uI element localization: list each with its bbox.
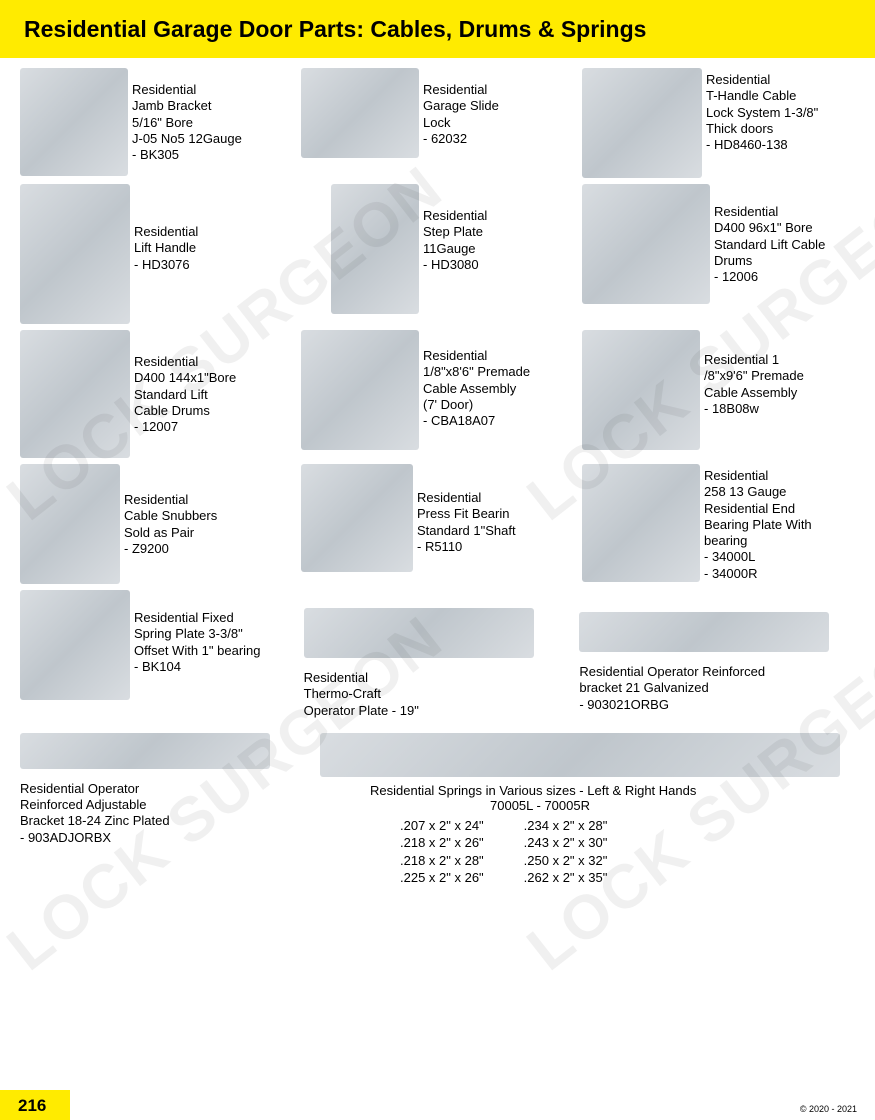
product-item: Residential Garage Slide Lock - 62032 bbox=[301, 68, 574, 178]
product-image bbox=[20, 464, 120, 584]
product-desc: Residential T-Handle Cable Lock System 1… bbox=[706, 68, 818, 153]
product-item-springs: Residential Springs in Various sizes - L… bbox=[320, 733, 850, 887]
product-image bbox=[301, 68, 419, 158]
product-desc: Residential D400 144x1"Bore Standard Lif… bbox=[134, 330, 236, 435]
product-desc: Residential 258 13 Gauge Residential End… bbox=[704, 464, 812, 582]
product-item: Residential Lift Handle - HD3076 bbox=[20, 184, 293, 324]
page-number: 216 bbox=[0, 1090, 70, 1120]
springs-sizes-right: .234 x 2" x 28" .243 x 2" x 30" .250 x 2… bbox=[524, 817, 608, 887]
catalog-content: LOCK SURGEON LOCK SURGEON LOCK SURGEON L… bbox=[0, 58, 875, 1060]
product-item: Residential Jamb Bracket 5/16" Bore J-05… bbox=[20, 68, 293, 178]
product-item: Residential Cable Snubbers Sold as Pair … bbox=[20, 464, 293, 584]
product-item: Residential Operator Reinforced Adjustab… bbox=[20, 733, 290, 846]
product-item: Residential D400 96x1" Bore Standard Lif… bbox=[582, 184, 855, 324]
springs-model: 70005L - 70005R bbox=[490, 798, 850, 813]
product-desc: Residential Thermo-Craft Operator Plate … bbox=[304, 666, 419, 719]
product-desc: Residential D400 96x1" Bore Standard Lif… bbox=[714, 184, 825, 285]
page-header: Residential Garage Door Parts: Cables, D… bbox=[0, 0, 875, 58]
product-desc: Residential Fixed Spring Plate 3-3/8" Of… bbox=[134, 590, 261, 675]
product-image bbox=[20, 733, 270, 769]
product-desc: Residential Operator Reinforced bracket … bbox=[579, 660, 765, 713]
product-desc: Residential Press Fit Bearin Standard 1"… bbox=[417, 464, 516, 555]
product-image bbox=[301, 464, 413, 572]
product-desc: Residential Cable Snubbers Sold as Pair … bbox=[124, 464, 217, 557]
product-item: Residential Fixed Spring Plate 3-3/8" Of… bbox=[20, 590, 296, 719]
product-desc: Residential Lift Handle - HD3076 bbox=[134, 184, 198, 273]
product-desc: Residential Step Plate 11Gauge - HD3080 bbox=[423, 184, 487, 273]
product-image bbox=[320, 733, 840, 777]
product-image bbox=[20, 68, 128, 176]
product-item: Residential D400 144x1"Bore Standard Lif… bbox=[20, 330, 293, 458]
product-image bbox=[304, 608, 534, 658]
product-desc: Residential 1 /8"x9'6" Premade Cable Ass… bbox=[704, 330, 804, 417]
product-image bbox=[582, 68, 702, 178]
page-footer: 216 © 2020 - 2021 bbox=[0, 1060, 875, 1120]
product-item: Residential 1/8"x8'6" Premade Cable Asse… bbox=[301, 330, 574, 458]
springs-sizes-left: .207 x 2" x 24" .218 x 2" x 26" .218 x 2… bbox=[400, 817, 484, 887]
product-image bbox=[301, 330, 419, 450]
product-desc: Residential Garage Slide Lock - 62032 bbox=[423, 68, 499, 147]
copyright: © 2020 - 2021 bbox=[800, 1104, 875, 1120]
product-image bbox=[582, 464, 700, 582]
product-item: Residential Operator Reinforced bracket … bbox=[579, 590, 855, 719]
product-image bbox=[331, 184, 419, 314]
product-item: Residential Step Plate 11Gauge - HD3080 bbox=[301, 184, 574, 324]
product-image bbox=[20, 184, 130, 324]
product-desc: Residential Jamb Bracket 5/16" Bore J-05… bbox=[132, 68, 242, 163]
product-item: Residential Thermo-Craft Operator Plate … bbox=[304, 590, 572, 719]
product-image bbox=[582, 184, 710, 304]
product-desc: Residential 1/8"x8'6" Premade Cable Asse… bbox=[423, 330, 530, 429]
product-image bbox=[20, 590, 130, 700]
product-item: Residential Press Fit Bearin Standard 1"… bbox=[301, 464, 574, 584]
page-title: Residential Garage Door Parts: Cables, D… bbox=[24, 16, 646, 43]
product-image bbox=[20, 330, 130, 458]
product-desc: Residential Operator Reinforced Adjustab… bbox=[20, 777, 290, 846]
springs-title: Residential Springs in Various sizes - L… bbox=[370, 783, 850, 798]
product-item: Residential 1 /8"x9'6" Premade Cable Ass… bbox=[582, 330, 855, 458]
product-item: Residential 258 13 Gauge Residential End… bbox=[582, 464, 855, 584]
product-image bbox=[579, 612, 829, 652]
product-image bbox=[582, 330, 700, 450]
product-item: Residential T-Handle Cable Lock System 1… bbox=[582, 68, 855, 178]
